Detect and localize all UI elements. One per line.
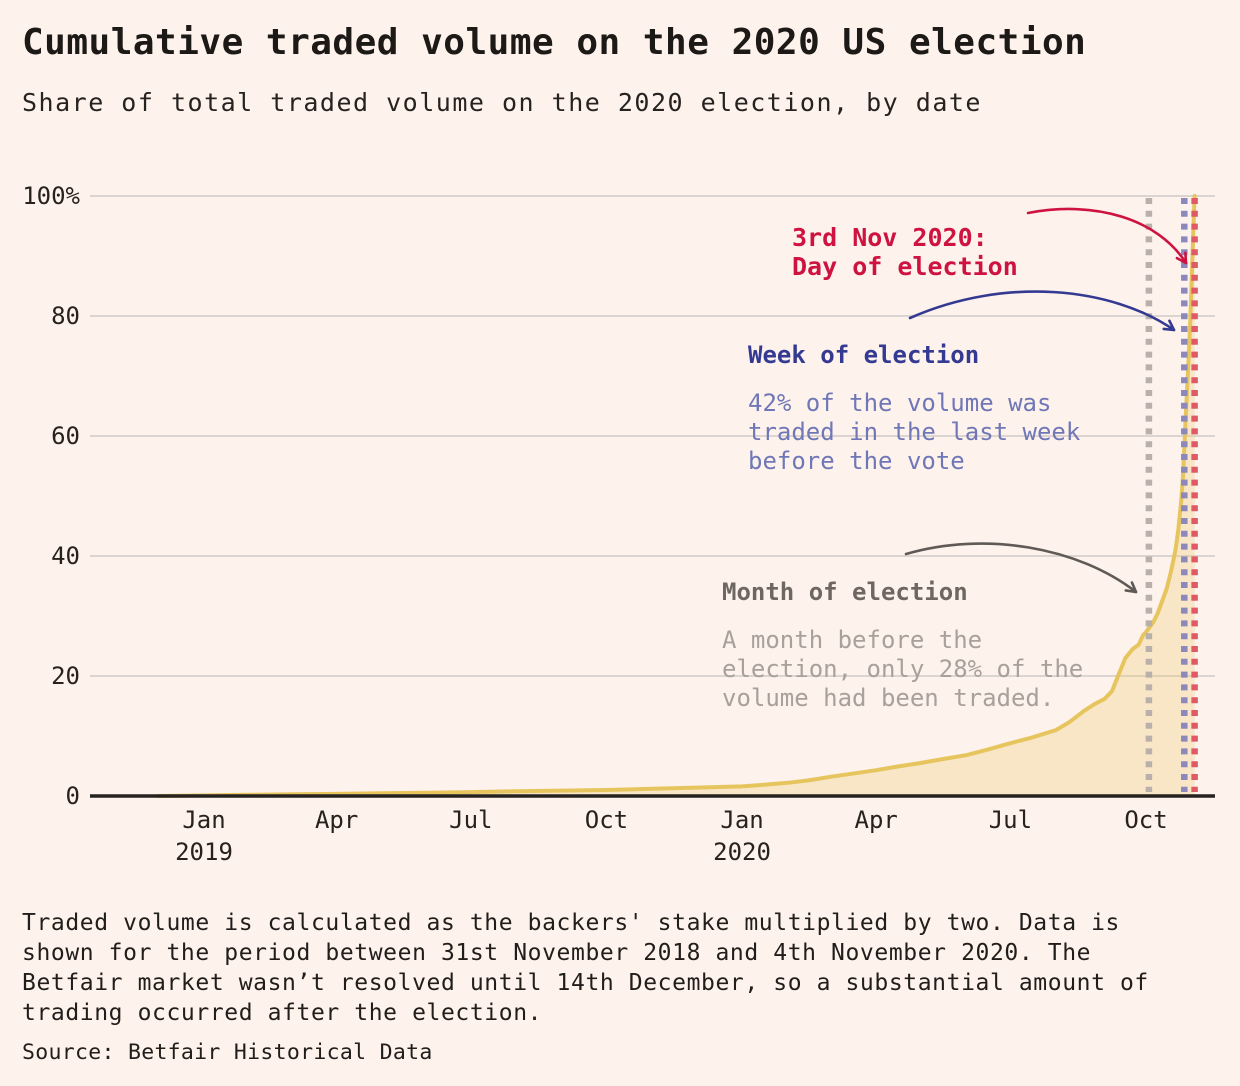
x-tick-year-2020: 2020 [713, 838, 771, 866]
annotation-month-of-election: Month of election A month before the ele… [722, 559, 1083, 732]
x-tick-label-2020-04-01: Apr [854, 806, 898, 834]
volume-line [156, 194, 1197, 798]
volume-area-fill [158, 196, 1195, 796]
annotation-month-body: A month before the election, only 28% of… [722, 626, 1084, 712]
chart-title: Cumulative traded volume on the 2020 US … [22, 22, 1087, 63]
annotation-month-title: Month of election [722, 578, 968, 606]
annotation-arrow-month [904, 542, 1138, 594]
y-tick-label-80: 80 [51, 302, 80, 330]
y-tick-label-100: 100% [22, 182, 80, 210]
x-tick-label-2019-07-01: Jul [449, 806, 493, 834]
annotation-arrow-week [908, 290, 1176, 332]
x-tick-year-2019: 2019 [175, 838, 233, 866]
annotation-day-title: 3rd Nov 2020: Day of election [792, 223, 1018, 281]
footnote-text: Traded volume is calculated as the backe… [22, 910, 1149, 1026]
x-tick-label-2019-04-01: Apr [314, 806, 359, 834]
annotation-week-body: 42% of the volume was traded in the last… [748, 389, 1081, 475]
annotation-day-of-election: 3rd Nov 2020: Day of election [792, 204, 1018, 300]
x-tick-label-2020-10-01: Oct [1124, 806, 1168, 834]
y-tick-label-40: 40 [51, 542, 80, 570]
y-tick-label-0: 0 [65, 782, 80, 810]
source-text: Source: Betfair Historical Data [22, 1040, 433, 1065]
x-tick-label-2020-07-01: Jul [988, 806, 1033, 834]
x-tick-label-2020-01-01: Jan [720, 806, 764, 834]
annotation-arrow-day [1026, 207, 1188, 265]
y-tick-label-60: 60 [51, 422, 80, 450]
x-tick-label-2019-10-01: Oct [584, 806, 629, 834]
annotation-week-title: Week of election [748, 341, 980, 369]
chart-subtitle: Share of total traded volume on the 2020… [22, 88, 982, 117]
x-tick-label-2019-01-01: Jan [182, 806, 226, 834]
annotation-week-of-election: Week of election 42% of the volume was t… [748, 322, 1080, 495]
y-tick-label-20: 20 [51, 662, 80, 690]
